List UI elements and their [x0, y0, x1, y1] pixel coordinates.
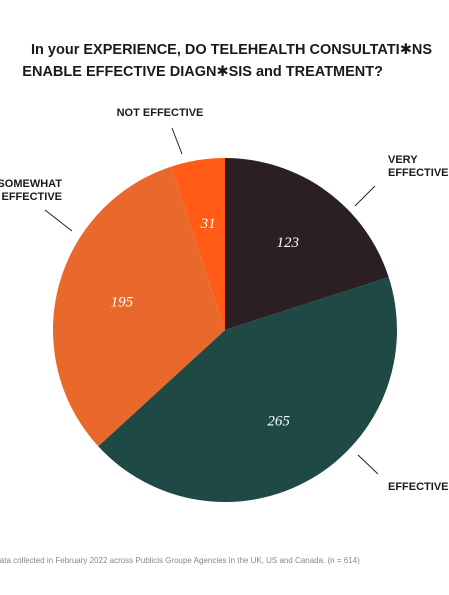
category-label-line: VERY	[388, 154, 418, 166]
pie-slice	[171, 158, 225, 330]
footnote: Data collected in February 2022 across P…	[0, 556, 360, 565]
pie-slice	[98, 277, 397, 502]
category-label: EFFECTIVE	[388, 481, 449, 493]
value-label: 31	[200, 216, 216, 232]
leader-line	[171, 127, 183, 155]
value-label: 265	[267, 414, 290, 430]
category-label: SOMEWHAT EFFECTIVE	[0, 178, 62, 203]
category-label-line: EFFECTIVE	[388, 167, 449, 179]
pie-slice	[52, 166, 225, 447]
category-label: NOT EFFECTIVE	[117, 107, 204, 119]
category-label: VERY EFFECTIVE	[388, 154, 449, 179]
leader-line	[357, 454, 379, 475]
chart-title: In your EXPERIENCE, DO TELEHEALTH CONSUL…	[31, 42, 432, 58]
category-label-line: SOMEWHAT	[0, 178, 62, 190]
leader-line	[44, 209, 73, 232]
category-label-line: EFFECTIVE	[1, 191, 62, 203]
value-label: 123	[277, 235, 300, 251]
leader-line	[354, 185, 376, 207]
pie-slice	[225, 158, 389, 330]
value-label: 195	[111, 294, 134, 310]
chart-title: ENABLE EFFECTIVE DIAGN✱SIS and TREATMENT…	[22, 64, 383, 80]
